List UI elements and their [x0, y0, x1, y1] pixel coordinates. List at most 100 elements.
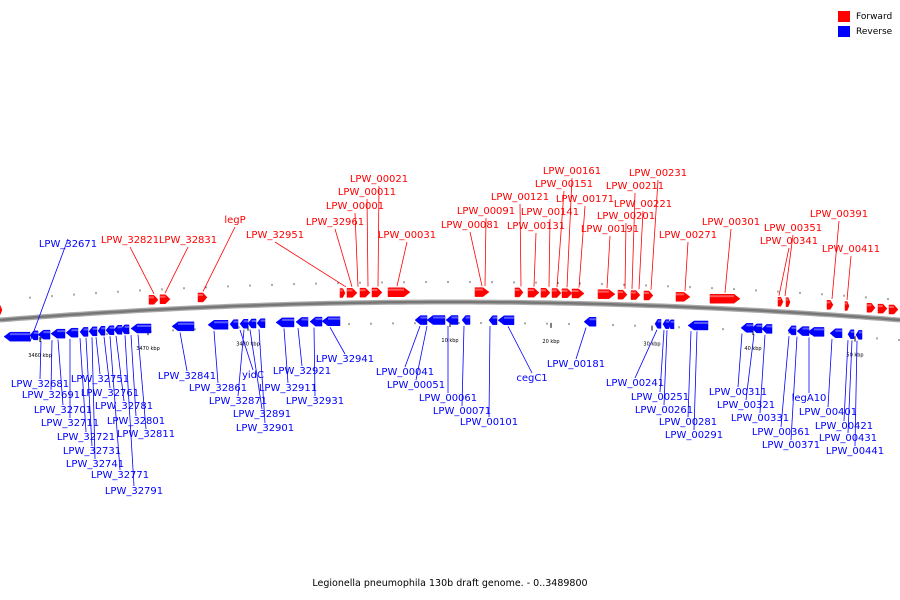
reverse-gene-arrow-shine	[766, 325, 772, 328]
reverse-leader-line	[329, 327, 346, 355]
forward-gene-arrow	[617, 289, 628, 300]
reverse-leader-line	[57, 339, 64, 406]
reverse-gene-arrow-shine	[802, 327, 809, 330]
forward-gene-label: LPW_00191	[581, 224, 639, 235]
reverse-gene-arrow	[50, 328, 66, 339]
forward-gene-arrow-shine	[644, 292, 649, 295]
forward-leader-line	[566, 177, 573, 288]
forward-leader-line	[334, 228, 353, 287]
forward-gene-label: LPW_00171	[556, 194, 614, 205]
reverse-gene-label: LPW_00071	[433, 406, 491, 417]
forward-gene-arrow-shine	[889, 305, 894, 308]
reverse-leader-line	[843, 340, 849, 422]
forward-gene-arrow-shine	[845, 302, 848, 305]
forward-gene-label: LPW_00121	[491, 192, 549, 203]
forward-gene-label: LPW_00031	[378, 230, 436, 241]
reverse-gene-label: LPW_00371	[762, 440, 820, 451]
forward-gene-label: LPW_00211	[606, 181, 664, 192]
reverse-gene-arrow-shine	[92, 327, 97, 330]
forward-gene-arrow-shine	[598, 290, 609, 293]
reverse-leader-line	[85, 337, 93, 447]
reverse-gene-label: cegC1	[516, 373, 547, 384]
reverse-gene-arrow-shine	[101, 327, 105, 330]
forward-leader-line	[684, 241, 689, 291]
forward-gene-arrow	[159, 294, 171, 304]
forward-gene-arrow	[371, 287, 383, 298]
forward-gene-label: LPW_32951	[246, 230, 304, 241]
reverse-gene-label: LPW_00051	[387, 380, 445, 391]
forward-gene-arrow-shine	[572, 289, 579, 292]
reverse-gene-arrow	[414, 315, 428, 325]
backbone-line	[0, 300, 900, 322]
forward-gene-arrow-shine	[827, 301, 831, 304]
reverse-leader-line	[213, 330, 219, 384]
reverse-gene-label: LPW_32671	[39, 239, 97, 250]
forward-gene-label: LPW_00081	[441, 220, 499, 231]
forward-leader-line	[831, 220, 840, 300]
reverse-gene-arrow-shine	[835, 329, 842, 332]
reverse-gene-label: LPW_32921	[273, 366, 331, 377]
reverse-gene-arrow	[295, 317, 309, 327]
reverse-leader-line	[283, 328, 289, 384]
forward-leader-line	[469, 231, 483, 287]
reverse-gene-arrow-shine	[433, 316, 445, 319]
forward-gene-arrow-shine	[360, 289, 366, 292]
reverse-gene-label: LPW_32711	[41, 418, 99, 429]
reverse-gene-label: LPW_32701	[34, 405, 92, 416]
reverse-gene-label: LPW_00101	[460, 417, 518, 428]
forward-gene-label: LPW_00391	[810, 209, 868, 220]
reverse-gene-arrow	[309, 316, 323, 327]
forward-gene-label: LPW_00161	[543, 166, 601, 177]
reverse-leader-line	[659, 330, 665, 393]
forward-gene-arrow	[339, 288, 346, 298]
forward-leader-line	[624, 222, 627, 289]
reverse-gene-label: LPW_32871	[209, 396, 267, 407]
reverse-gene-arrow-shine	[10, 333, 30, 336]
reverse-gene-arrow-shine	[233, 320, 238, 323]
forward-gene-arrow	[630, 290, 641, 300]
forward-gene-label: LPW_00341	[760, 236, 818, 247]
forward-gene-label: LPW_00151	[535, 179, 593, 190]
reverse-gene-label: LPW_00061	[419, 393, 477, 404]
reverse-gene-label: LPW_32741	[66, 459, 124, 470]
reverse-gene-arrow	[37, 329, 51, 340]
reverse-gene-label: LPW_00441	[826, 446, 884, 457]
reverse-leader-line	[137, 334, 147, 430]
reverse-leader-line	[130, 335, 137, 417]
reverse-gene-arrow-shine	[57, 330, 65, 333]
reverse-gene-arrow	[687, 320, 709, 331]
reverse-gene-arrow-shine	[451, 316, 458, 319]
forward-gene-arrow-shine	[149, 296, 154, 299]
reverse-gene-arrow-shine	[124, 325, 129, 328]
forward-gene-arrow	[0, 305, 3, 315]
reverse-gene-label: LPW_00361	[752, 427, 810, 438]
forward-gene-arrow	[551, 288, 562, 298]
forward-gene-arrow-shine	[475, 288, 483, 291]
reverse-gene-arrow-shine	[504, 316, 514, 319]
forward-leader-line	[377, 185, 380, 287]
forward-gene-arrow	[561, 288, 573, 298]
reverse-leader-line	[249, 329, 263, 410]
reverse-gene-arrow	[583, 316, 597, 327]
forward-leader-line	[638, 210, 644, 290]
forward-gene-label: LPW_32831	[159, 235, 217, 246]
reverse-gene-arrow	[654, 319, 662, 329]
reverse-gene-arrow	[65, 327, 79, 338]
reverse-gene-label: LPW_32681	[11, 379, 69, 390]
forward-gene-label: LPW_00351	[764, 223, 822, 234]
reverse-gene-arrow	[662, 319, 670, 329]
legend-label-forward: Forward	[856, 11, 893, 22]
reverse-gene-arrow-shine	[850, 330, 854, 333]
reverse-gene-arrow-shine	[858, 331, 862, 334]
forward-gene-arrow-shine	[867, 304, 872, 307]
forward-swatch	[838, 11, 850, 22]
reverse-gene-arrow	[761, 324, 773, 334]
reverse-gene-arrow-shine	[492, 316, 497, 319]
forward-leader-line	[396, 241, 408, 287]
reverse-gene-arrow	[79, 327, 89, 337]
reverse-gene-arrow-shine	[109, 326, 114, 329]
forward-gene-arrow	[359, 287, 371, 298]
reverse-gene-arrow	[461, 315, 471, 325]
forward-gene-arrow-shine	[347, 289, 353, 292]
reverse-gene-arrow	[275, 317, 295, 328]
